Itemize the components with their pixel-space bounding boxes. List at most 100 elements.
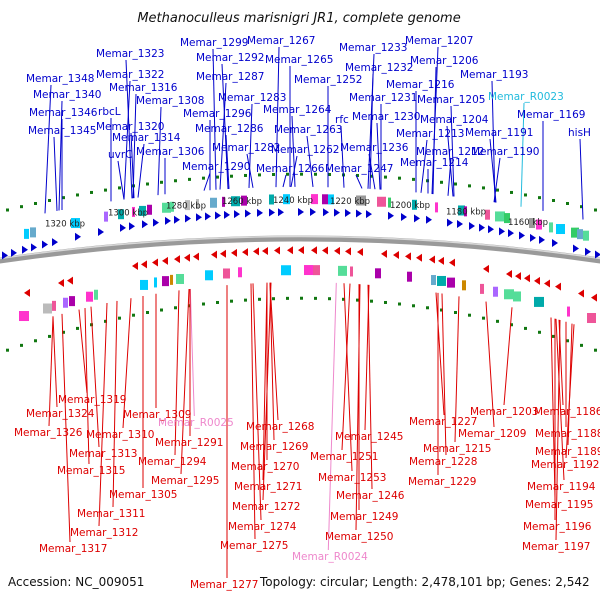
reverse-gene-mark xyxy=(231,248,237,257)
gene-label-bottom: Memar_1313 xyxy=(69,448,137,460)
gene-label-bottom: Memar_1186 xyxy=(534,406,600,418)
gene-label-bottom: Memar_1246 xyxy=(336,490,405,502)
gene-label-top: Memar_1296 xyxy=(183,108,252,120)
feature-category-box xyxy=(118,209,124,220)
genome-backbone xyxy=(0,235,600,264)
scale-tick xyxy=(524,193,527,197)
gene-label-bottom: Memar_1194 xyxy=(527,481,596,493)
label-leader xyxy=(579,138,584,220)
label-leaders xyxy=(44,46,584,578)
gene-label-bottom: Memar_1253 xyxy=(318,472,386,484)
scale-tick xyxy=(104,188,107,192)
label-leader xyxy=(221,63,229,190)
scale-label: 1240 kbp xyxy=(273,196,313,206)
gene-label-bottom: Memar_1269 xyxy=(240,441,308,453)
forward-gene-mark xyxy=(257,208,263,217)
forward-gene-mark xyxy=(224,210,230,219)
reverse-gene-mark xyxy=(438,256,444,265)
feature-category-box xyxy=(407,271,412,282)
scale-label: 1160 kbp xyxy=(508,218,548,228)
summary-text: Topology: circular; Length: 2,478,101 bp… xyxy=(259,575,590,589)
feature-category-box xyxy=(458,205,465,216)
gene-label-top: Memar_1230 xyxy=(352,111,420,123)
gene-label-top: Memar_1264 xyxy=(263,104,332,116)
scale-tick xyxy=(468,184,471,188)
reverse-gene-mark xyxy=(429,255,435,264)
feature-category-box xyxy=(238,267,242,278)
gene-label-top: Memar_1169 xyxy=(517,109,585,121)
reverse-gene-mark xyxy=(162,256,168,265)
scale-label: 1200 kbp xyxy=(390,201,430,211)
scale-tick xyxy=(104,319,107,323)
forward-gene-mark xyxy=(22,245,28,254)
scale-tick xyxy=(216,300,219,304)
label-leader xyxy=(78,309,88,394)
feature-category-box xyxy=(356,195,366,206)
feature-category-box xyxy=(94,289,98,300)
forward-gene-mark xyxy=(98,227,104,236)
label-leader xyxy=(90,306,100,448)
reverse-gene-mark xyxy=(24,288,30,297)
scale-tick xyxy=(524,326,527,330)
scale-tick xyxy=(118,186,121,190)
feature-category-box xyxy=(52,300,56,311)
reverse-gene-mark xyxy=(220,249,226,258)
feature-category-box xyxy=(412,199,417,210)
gene-label-top: Memar_1306 xyxy=(136,146,205,158)
scale-tick xyxy=(174,179,177,183)
label-leader xyxy=(446,125,454,197)
label-leader xyxy=(53,136,58,211)
forward-gene-mark xyxy=(165,216,171,225)
gene-label-top: Memar_1204 xyxy=(420,114,489,126)
scale-tick xyxy=(580,343,583,347)
feature-category-box xyxy=(322,194,328,205)
scale-tick xyxy=(174,306,177,310)
gene-label-top: Memar_R0023 xyxy=(488,91,564,103)
scale-tick xyxy=(272,297,275,301)
gene-label-top: Memar_1316 xyxy=(109,82,178,94)
scale-tick xyxy=(314,296,317,300)
feature-category-box xyxy=(140,279,148,290)
reverse-gene-mark xyxy=(334,246,340,255)
scale-tick xyxy=(90,323,93,327)
feature-category-box xyxy=(304,265,313,276)
gene-label-bottom: Memar_1249 xyxy=(330,511,398,523)
reverse-gene-mark xyxy=(132,261,138,270)
feature-category-box xyxy=(185,200,190,211)
label-leader xyxy=(420,139,428,193)
gene-label-top: Memar_1232 xyxy=(345,62,413,74)
feature-category-box xyxy=(139,205,146,216)
forward-gene-mark xyxy=(388,211,394,220)
scale-tick xyxy=(412,304,415,308)
feature-category-box xyxy=(210,197,217,208)
feature-category-box xyxy=(222,196,225,207)
forward-gene-mark xyxy=(153,218,159,227)
gene-label-bottom: Memar_1195 xyxy=(525,499,593,511)
forward-gene-mark xyxy=(42,240,48,249)
label-leader xyxy=(112,300,118,508)
feature-category-box xyxy=(241,195,247,206)
label-leader xyxy=(123,80,131,200)
forward-gene-mark xyxy=(269,208,275,217)
label-leader xyxy=(174,290,180,456)
label-leader xyxy=(250,283,256,540)
reverse-gene-mark xyxy=(311,246,317,255)
scale-label: 1280 kbp xyxy=(166,201,206,211)
forward-gene-mark xyxy=(174,215,180,224)
feature-category-box xyxy=(176,273,184,284)
label-leader xyxy=(503,307,513,406)
scale-tick xyxy=(48,198,51,202)
scale-tick xyxy=(454,310,457,314)
scale-tick xyxy=(160,180,163,184)
feature-category-box xyxy=(464,206,467,217)
gene-label-top: Memar_1206 xyxy=(410,55,479,67)
reverse-gene-mark xyxy=(506,269,512,278)
gene-label-top: Memar_1267 xyxy=(247,35,315,47)
gene-label-top: Memar_1340 xyxy=(33,89,101,101)
feature-category-box xyxy=(485,209,490,220)
feature-category-box xyxy=(447,277,455,288)
feature-category-box xyxy=(313,265,320,276)
reverse-gene-mark xyxy=(58,278,64,287)
gene-label-top: Memar_1345 xyxy=(28,125,96,137)
genome-backbone-highlight xyxy=(0,235,600,260)
